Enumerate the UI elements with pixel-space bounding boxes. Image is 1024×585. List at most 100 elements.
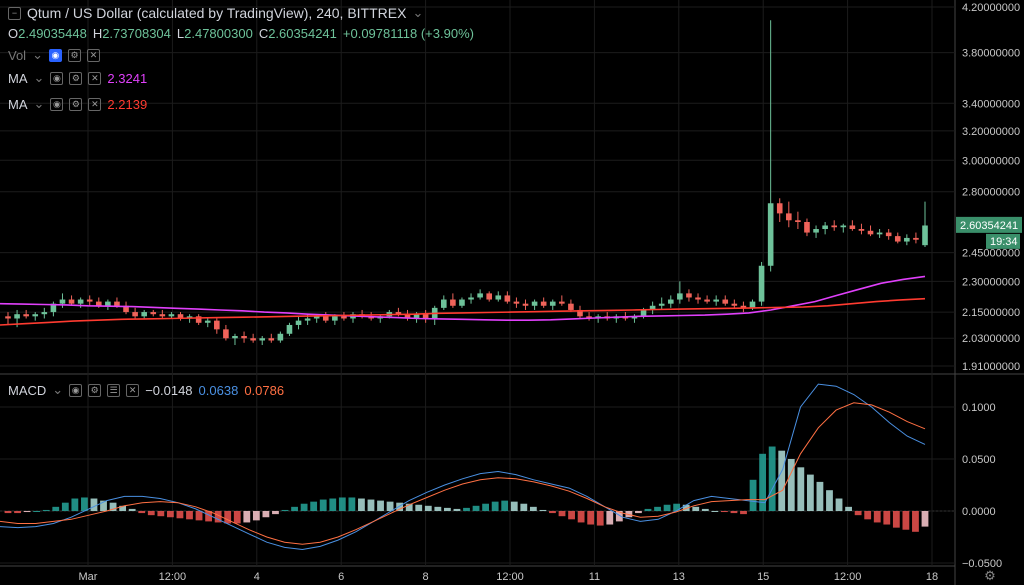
candle-body	[286, 324, 293, 334]
macd-histogram-bar	[721, 511, 728, 513]
candle-body	[540, 301, 547, 306]
candle-body	[568, 303, 574, 310]
macd-histogram-bar	[119, 505, 127, 511]
candle-body	[105, 301, 111, 306]
chevron-down-icon[interactable]: ⌄	[32, 47, 43, 62]
candle-body	[50, 303, 57, 313]
vol-indicator-row[interactable]: Vol ⌄ ◉ ⚙ ✕	[8, 45, 474, 65]
ma2-indicator-row[interactable]: MA ⌄ ◉ ⚙ ✕ 2.2139	[8, 94, 474, 114]
ma1-indicator-row[interactable]: MA ⌄ ◉ ⚙ ✕ 2.3241	[8, 68, 474, 88]
candle-body	[68, 299, 75, 304]
candle-body	[658, 303, 665, 306]
macd-histogram-bar	[310, 501, 318, 511]
macd-label[interactable]: MACD	[8, 382, 47, 398]
candle-body	[504, 295, 511, 302]
macd-histogram-bar	[329, 498, 337, 511]
ma2-label[interactable]: MA	[8, 96, 28, 112]
macd-signal-value: 0.0786	[244, 382, 285, 398]
chevron-down-icon[interactable]: ⌄	[33, 96, 45, 111]
ohlc-low-value: 2.47800300	[184, 25, 253, 41]
macd-histogram-bar	[892, 511, 900, 528]
macd-histogram-bar	[520, 503, 528, 511]
macd-histogram-bar	[147, 511, 155, 516]
macd-histogram-bar	[358, 498, 365, 511]
gear-icon[interactable]: ⚙	[67, 48, 81, 62]
candle-body	[577, 309, 583, 317]
candle-body	[59, 299, 66, 304]
collapse-icon[interactable]: −	[8, 6, 21, 20]
candle-body	[132, 312, 138, 317]
gear-icon[interactable]: ⚙	[88, 383, 102, 397]
candle-body	[41, 312, 48, 315]
candle-body	[123, 305, 129, 313]
ohlc-close-label: C	[258, 25, 269, 41]
candle-body	[913, 237, 919, 240]
candle-body	[704, 299, 710, 302]
ma1-label[interactable]: MA	[8, 70, 28, 86]
macd-histogram-bar	[443, 507, 451, 511]
vol-label[interactable]: Vol	[8, 47, 27, 63]
macd-histogram-bar	[529, 506, 537, 511]
chevron-down-icon[interactable]: ⌄	[412, 5, 424, 20]
candle-body	[177, 314, 184, 319]
time-tick-label: 12:00	[834, 571, 862, 583]
candle-body	[450, 299, 456, 306]
macd-histogram-bar	[224, 511, 232, 524]
candle-body	[640, 309, 647, 317]
macd-histogram-bar	[568, 511, 575, 520]
candle-body	[522, 303, 529, 306]
macd-histogram-bar	[749, 479, 757, 511]
eye-icon[interactable]: ◉	[50, 97, 64, 111]
macd-histogram-bar	[262, 511, 270, 518]
close-icon[interactable]: ✕	[86, 48, 100, 62]
candle-body	[313, 316, 320, 319]
candle-body	[840, 225, 847, 228]
macd-histogram-bar	[596, 511, 604, 526]
candle-body	[95, 301, 102, 306]
eye-icon[interactable]: ◉	[48, 48, 62, 62]
eye-icon[interactable]: ◉	[69, 383, 83, 397]
close-icon[interactable]: ✕	[88, 71, 102, 85]
macd-histogram-bar	[644, 508, 652, 511]
candle-body	[876, 232, 883, 235]
macd-histogram-bar	[740, 511, 747, 515]
candle-body	[531, 301, 538, 306]
candle-body	[14, 314, 20, 319]
candle-body	[322, 316, 329, 321]
macd-histogram-bar	[912, 511, 919, 532]
candle-body	[549, 301, 556, 306]
macd-histogram-bar	[42, 509, 50, 511]
macd-indicator-row[interactable]: MACD ⌄ ◉ ⚙ ☰ ✕ −0.0148 0.0638 0.0786	[8, 380, 284, 400]
candle-body	[677, 293, 683, 300]
candle-body	[141, 312, 147, 317]
chevron-down-icon[interactable]: ⌄	[52, 382, 64, 397]
eye-icon[interactable]: ◉	[50, 71, 64, 85]
gear-icon[interactable]: ⚙	[69, 71, 83, 85]
chevron-down-icon[interactable]: ⌄	[33, 70, 45, 85]
gear-icon[interactable]: ⚙	[69, 97, 83, 111]
macd-histogram-bar	[883, 511, 891, 525]
macd-histogram-bar	[549, 511, 556, 514]
symbol-title[interactable]: Qtum / US Dollar (calculated by TradingV…	[27, 5, 407, 21]
settings-icon[interactable]: ☰	[107, 383, 121, 397]
close-icon[interactable]: ✕	[88, 97, 102, 111]
candle-body	[404, 314, 411, 319]
macd-histogram-bar	[501, 500, 509, 511]
macd-histogram-bar	[453, 508, 461, 511]
candle-body	[586, 316, 592, 319]
price-tick-label: 2.80000000	[962, 187, 1020, 199]
time-tick-label: 15	[757, 571, 769, 583]
macd-histogram-bar	[377, 500, 384, 511]
close-icon[interactable]: ✕	[126, 383, 140, 397]
macd-histogram-bar	[701, 508, 709, 511]
candle-body	[422, 314, 429, 319]
macd-histogram-bar	[873, 511, 881, 523]
macd-histogram-bar	[816, 481, 824, 511]
macd-histogram-bar	[272, 511, 279, 515]
candle-body	[232, 336, 238, 339]
macd-histogram-bar	[539, 509, 547, 511]
candle-body	[731, 303, 738, 306]
macd-histogram-bar	[577, 511, 585, 523]
macd-histogram-bar	[768, 446, 776, 511]
